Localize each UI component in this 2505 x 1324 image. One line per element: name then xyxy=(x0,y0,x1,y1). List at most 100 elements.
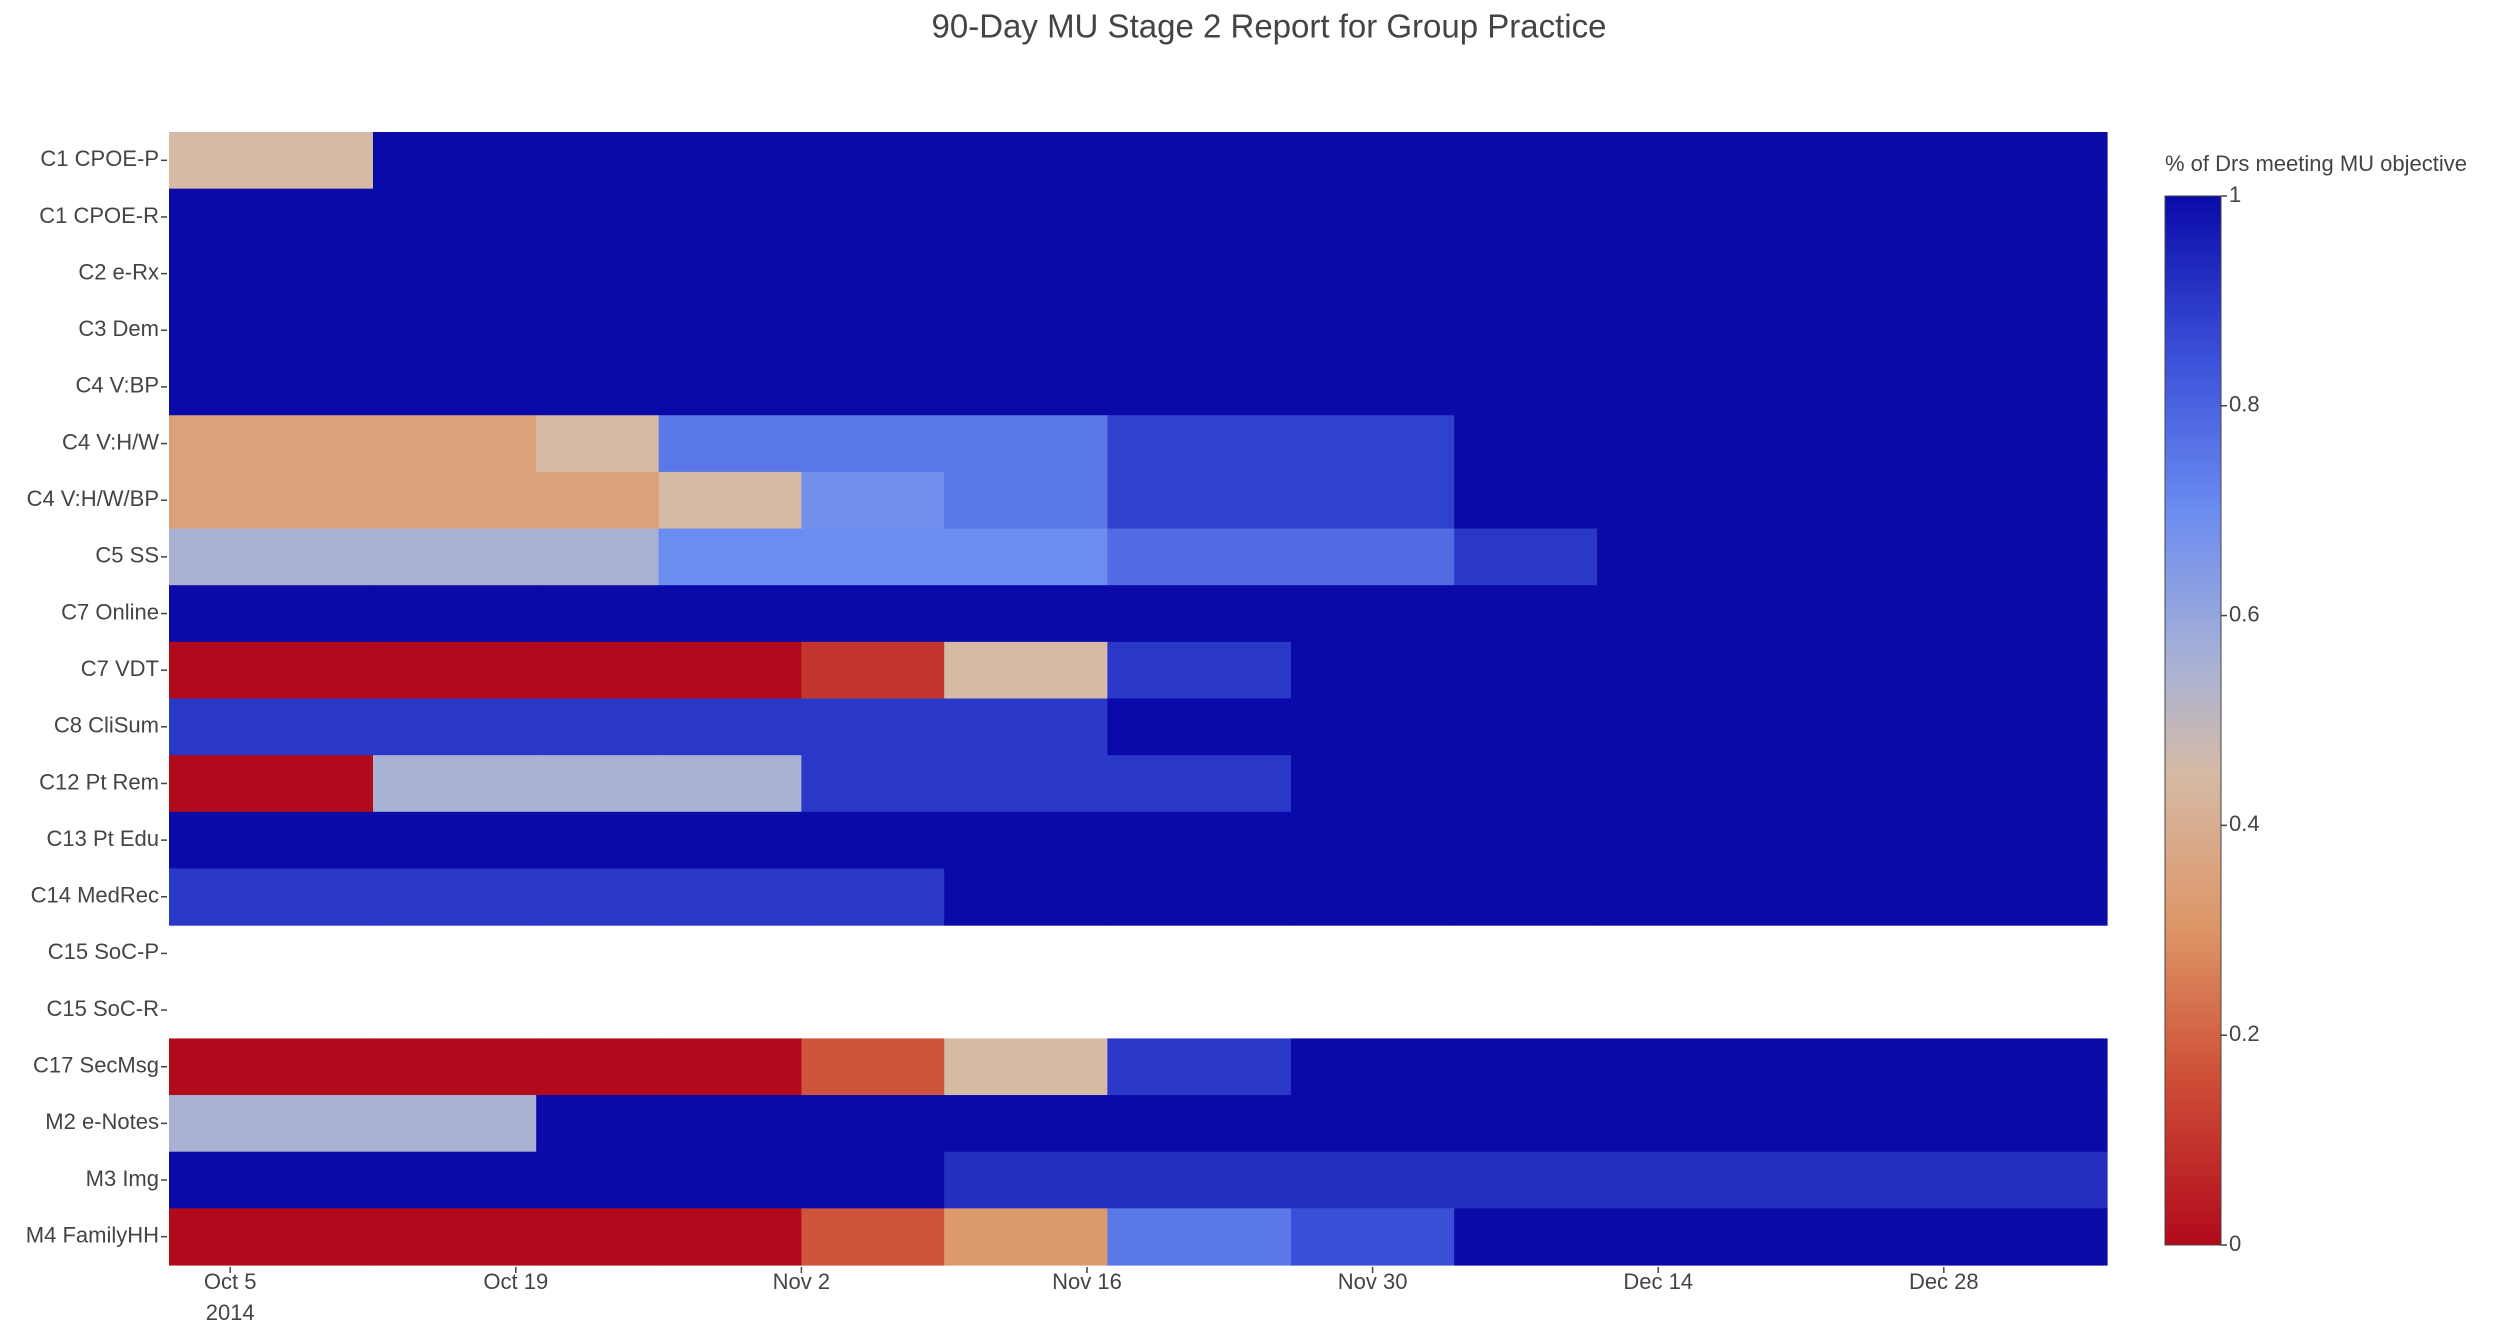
heatmap-cell xyxy=(1107,811,1292,870)
heatmap-cell xyxy=(1597,641,2108,700)
heatmap-cell xyxy=(1107,358,1292,416)
heatmap-cell xyxy=(944,471,1108,530)
heatmap-cell xyxy=(1454,585,1598,643)
heatmap-cell xyxy=(1597,1095,2108,1153)
heatmap-cell xyxy=(1291,868,1455,926)
heatmap-cell xyxy=(944,1038,1108,1096)
heatmap-cell xyxy=(536,1208,660,1266)
heatmap-cell xyxy=(658,188,802,246)
heatmap-cell xyxy=(536,245,660,303)
heatmap-cell xyxy=(1291,1151,1455,1209)
heatmap-cell xyxy=(1454,245,1598,303)
heatmap-cell xyxy=(1454,755,1598,813)
x-year-label: 2014 xyxy=(206,1300,255,1324)
heatmap-cell xyxy=(658,641,802,700)
heatmap-cell xyxy=(658,358,802,416)
heatmap-cell xyxy=(801,1095,945,1153)
y-tick-label: C17 SecMsg xyxy=(33,1053,159,1078)
heatmap-cell xyxy=(169,585,374,643)
heatmap-cell xyxy=(1454,1095,1598,1153)
heatmap-cell xyxy=(944,301,1108,360)
heatmap-cell xyxy=(801,811,945,870)
heatmap-cell xyxy=(1291,415,1455,473)
y-tick-label: M4 FamilyHH xyxy=(26,1222,159,1247)
heatmap-cell xyxy=(1454,641,1598,700)
y-tick-label: M2 e-Notes xyxy=(45,1109,159,1134)
heatmap-cell xyxy=(1454,528,1598,586)
heatmap-cell xyxy=(373,245,537,303)
y-tick-label: C12 Pt Rem xyxy=(39,769,159,794)
heatmap-cell xyxy=(801,358,945,416)
heatmap-cell xyxy=(1597,868,2108,926)
heatmap-cell xyxy=(169,471,374,530)
heatmap-cell xyxy=(1107,301,1292,360)
heatmap-cell xyxy=(944,585,1108,643)
heatmap-cell xyxy=(1454,1038,1598,1096)
heatmap-cell xyxy=(1454,415,1598,473)
heatmap-cell xyxy=(1597,301,2108,360)
heatmap-cell xyxy=(801,755,945,813)
heatmap-cell xyxy=(944,415,1108,473)
heatmap-cell xyxy=(373,1038,537,1096)
y-tick-label: C15 SoC-R xyxy=(47,996,159,1021)
y-tick-label: C8 CliSum xyxy=(54,713,159,738)
heatmap-cell xyxy=(536,641,660,700)
heatmap-cell xyxy=(536,528,660,586)
y-tick-label: C4 V:H/W xyxy=(62,429,159,454)
heatmap-cell xyxy=(658,245,802,303)
heatmap-cell xyxy=(536,585,660,643)
heatmap-cell xyxy=(1291,811,1455,870)
x-tick-label: Nov 16 xyxy=(1052,1269,1122,1294)
heatmap-cell xyxy=(801,415,945,473)
heatmap-cell xyxy=(944,358,1108,416)
y-tick-label: C1 CPOE-P xyxy=(40,146,159,171)
heatmap-cell xyxy=(373,528,537,586)
heatmap-cell xyxy=(944,641,1108,700)
heatmap-cell xyxy=(1107,1208,1292,1266)
heatmap-cell xyxy=(1107,698,1292,756)
heatmap-cell xyxy=(658,1095,802,1153)
heatmap-cell xyxy=(373,132,537,190)
y-tick-label: C7 VDT xyxy=(81,656,159,681)
heatmap-cell xyxy=(1597,132,2108,190)
heatmap-cell xyxy=(801,188,945,246)
heatmap-cell xyxy=(944,245,1108,303)
heatmap-cell xyxy=(1597,698,2108,756)
heatmap-cell xyxy=(169,188,374,246)
heatmap-cell xyxy=(1454,358,1598,416)
heatmap-cell xyxy=(373,301,537,360)
heatmap-cell xyxy=(1454,1208,1598,1266)
heatmap-cell xyxy=(373,1095,537,1153)
heatmap-cell xyxy=(1597,1151,2108,1209)
heatmap-cell xyxy=(373,1208,537,1266)
heatmap-cell xyxy=(536,1095,660,1153)
heatmap-cell xyxy=(658,1038,802,1096)
colorbar-tick-label: 0.6 xyxy=(2229,601,2260,626)
heatmap-cell xyxy=(801,245,945,303)
heatmap-cell xyxy=(1454,301,1598,360)
heatmap-cell xyxy=(1291,1208,1455,1266)
heatmap-cell xyxy=(169,1151,374,1209)
heatmap-cell xyxy=(801,585,945,643)
heatmap-cell xyxy=(1597,811,2108,870)
heatmap-cell xyxy=(801,301,945,360)
heatmap-cell xyxy=(373,811,537,870)
heatmap-cell xyxy=(944,698,1108,756)
heatmap-cell xyxy=(944,755,1108,813)
heatmap-cell xyxy=(1597,1208,2108,1266)
heatmap-cell xyxy=(169,641,374,700)
heatmap-cell xyxy=(1291,755,1455,813)
heatmap-cell xyxy=(169,1038,374,1096)
y-tick-label: M3 Img xyxy=(86,1166,159,1191)
y-tick-label: C14 MedRec xyxy=(31,883,159,908)
heatmap-cell xyxy=(1597,471,2108,530)
heatmap-cell xyxy=(1597,1038,2108,1096)
heatmap-cell xyxy=(1291,471,1455,530)
y-tick-label: C4 V:BP xyxy=(75,373,159,398)
chart-title: 90-Day MU Stage 2 Report for Group Pract… xyxy=(932,8,1607,45)
heatmap-cell xyxy=(1454,132,1598,190)
heatmap-cell xyxy=(658,528,802,586)
heatmap-cell xyxy=(801,528,945,586)
